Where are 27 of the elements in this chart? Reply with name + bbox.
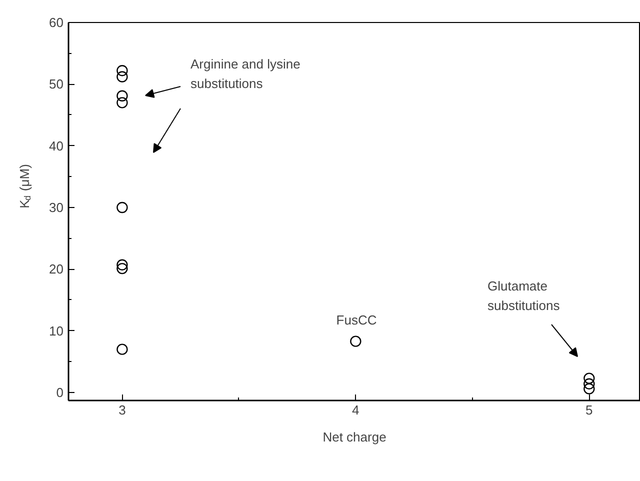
point	[116, 65, 128, 76]
y-tick-label: 10	[49, 323, 64, 338]
y-axis-title: Kd (μM)	[17, 164, 32, 208]
y-tick-label: 30	[49, 200, 64, 215]
point	[116, 202, 128, 214]
point	[116, 262, 128, 274]
point	[116, 97, 128, 108]
x-tick-label: 4	[352, 402, 360, 418]
point	[116, 71, 128, 82]
y-tick-label: 0	[56, 384, 64, 400]
x-tick-label: 3	[118, 402, 126, 418]
y-tick-label: 20	[49, 262, 64, 277]
point	[116, 259, 128, 270]
y-tick-label: 50	[49, 76, 64, 92]
x-tick-label: 5	[586, 402, 593, 418]
y-tick-label: 40	[49, 138, 64, 154]
y-tick-label: 60	[49, 15, 64, 30]
point	[584, 372, 595, 384]
point	[116, 90, 128, 102]
x-axis-title: Net charge	[322, 430, 386, 444]
point	[584, 378, 595, 390]
annotation: Arginine and lysine substitutions	[190, 56, 300, 91]
annotation: Glutamate substitutions	[488, 278, 560, 313]
point	[584, 383, 595, 394]
point	[350, 336, 362, 347]
point	[116, 344, 128, 355]
annotation: FusCC	[336, 312, 377, 328]
